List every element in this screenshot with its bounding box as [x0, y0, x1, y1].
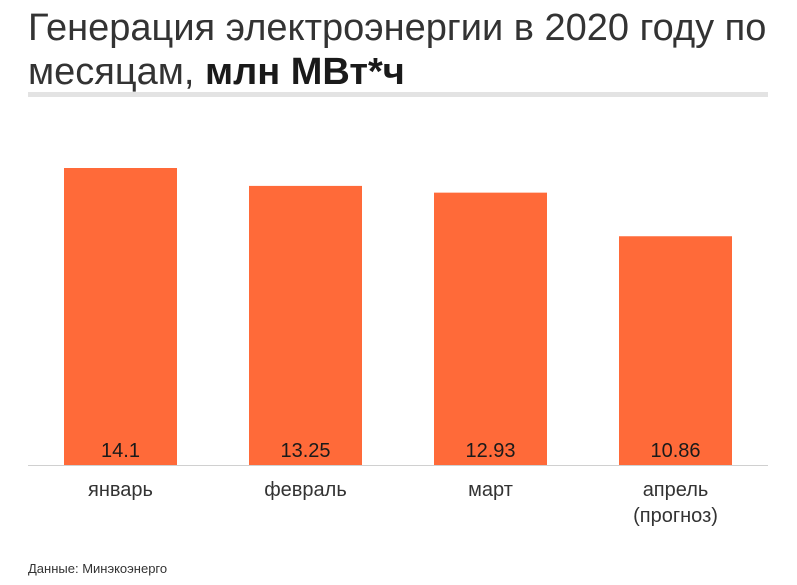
chart-title: Генерация электроэнергии в 2020 году по …: [28, 6, 788, 94]
chart-title-unit: млн МВт*ч: [204, 51, 405, 93]
category-label: (прогноз): [633, 505, 718, 527]
category-label: март: [468, 479, 513, 501]
bar-value-label: 10.86: [650, 440, 700, 462]
bar-value-label: 12.93: [465, 440, 515, 462]
bar: [619, 236, 732, 465]
category-label: январь: [88, 479, 153, 501]
bar: [434, 192, 547, 465]
data-source: Данные: Минэкоэнерго: [28, 561, 168, 576]
category-label: февраль: [264, 479, 347, 501]
bar: [249, 185, 362, 466]
bar-value-label: 13.25: [280, 440, 330, 462]
bar-value-label: 14.1: [101, 440, 140, 462]
bar: [64, 168, 177, 465]
chart-title-main: Генерация электроэнергии в 2020 году по …: [28, 7, 767, 93]
category-label: апрель: [643, 479, 709, 501]
title-divider: [28, 92, 768, 97]
